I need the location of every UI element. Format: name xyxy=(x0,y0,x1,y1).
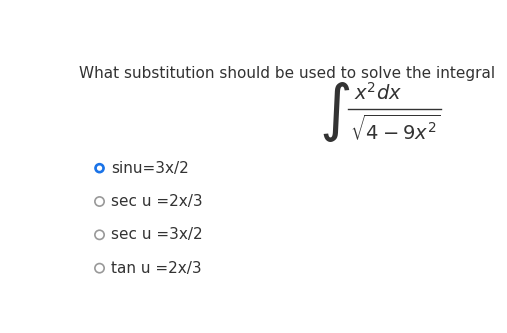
Ellipse shape xyxy=(95,164,104,173)
Text: sec u =2x/3: sec u =2x/3 xyxy=(111,194,203,209)
Text: $x^2dx$: $x^2dx$ xyxy=(354,82,403,104)
Text: $\int$: $\int$ xyxy=(319,80,350,144)
Text: What substitution should be used to solve the integral: What substitution should be used to solv… xyxy=(79,66,495,81)
Text: $\sqrt{4-9x^2}$: $\sqrt{4-9x^2}$ xyxy=(350,114,441,144)
Text: sec u =3x/2: sec u =3x/2 xyxy=(111,227,203,242)
Text: sinu=3x/2: sinu=3x/2 xyxy=(111,161,189,176)
Ellipse shape xyxy=(97,166,101,170)
Text: tan u =2x/3: tan u =2x/3 xyxy=(111,261,202,276)
